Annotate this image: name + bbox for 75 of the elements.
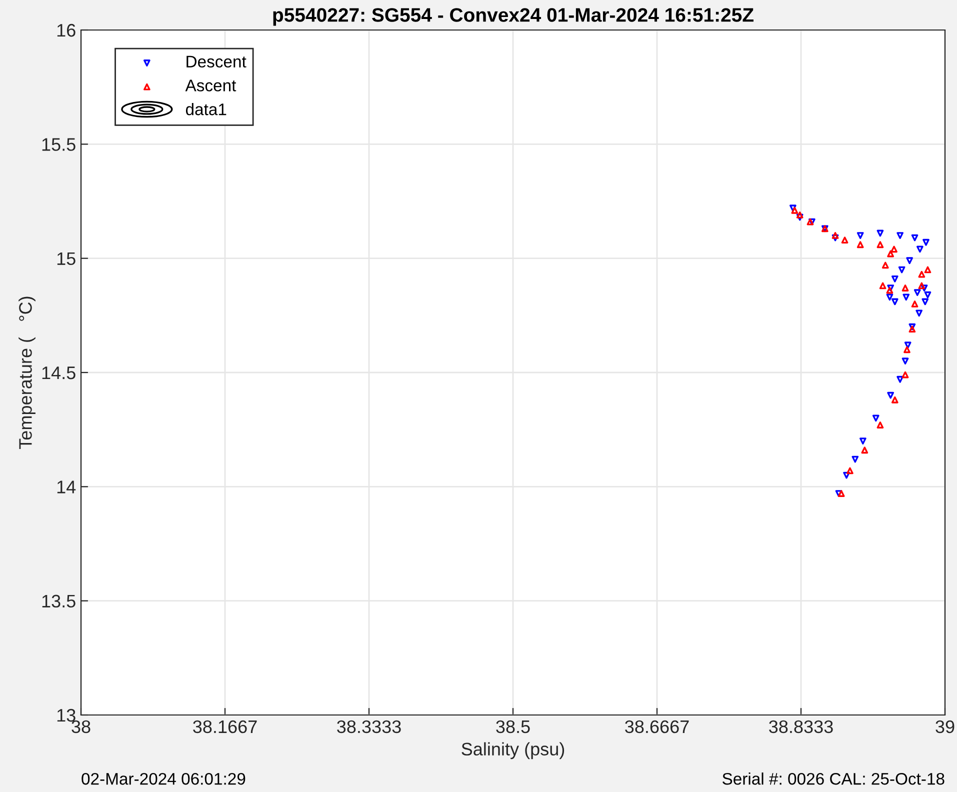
point bbox=[856, 241, 864, 248]
chart-title: p5540227: SG554 - Convex24 01-Mar-2024 16:51:25Z bbox=[273, 8, 754, 26]
point bbox=[859, 438, 866, 444]
point bbox=[887, 284, 894, 292]
x-tick-label: 38.6667 bbox=[625, 720, 689, 734]
point bbox=[796, 214, 804, 221]
point bbox=[843, 472, 850, 479]
point bbox=[846, 467, 854, 474]
point bbox=[876, 241, 884, 248]
point bbox=[906, 257, 914, 264]
point bbox=[832, 232, 839, 239]
point bbox=[796, 212, 804, 218]
point bbox=[886, 294, 894, 301]
y-tick-label: 16 bbox=[57, 24, 76, 37]
legend-label: data1 bbox=[186, 103, 226, 116]
y-tick-label: 15.5 bbox=[42, 138, 76, 151]
y-axis-title: Temperature ( °C) bbox=[18, 296, 36, 449]
point bbox=[902, 284, 909, 292]
y-tick-label: 13.5 bbox=[42, 594, 76, 608]
x-tick-label: 38 bbox=[72, 720, 90, 734]
legend-label: Ascent bbox=[185, 80, 236, 92]
point bbox=[896, 232, 904, 239]
point bbox=[918, 282, 926, 290]
y-tick-label: 13 bbox=[57, 708, 76, 722]
point bbox=[891, 396, 898, 404]
legend-label: Descent bbox=[186, 56, 246, 68]
point bbox=[898, 266, 906, 274]
point bbox=[918, 270, 926, 278]
point bbox=[835, 490, 842, 497]
point bbox=[841, 236, 848, 244]
point bbox=[916, 310, 923, 317]
x-tick-label: 38.1667 bbox=[193, 720, 257, 734]
point bbox=[911, 234, 918, 242]
y-tick-label: 14 bbox=[57, 480, 76, 494]
point bbox=[916, 246, 924, 253]
y-tick-label: 14.5 bbox=[42, 366, 76, 380]
point bbox=[908, 326, 916, 333]
point bbox=[882, 262, 889, 269]
point bbox=[887, 250, 894, 258]
point bbox=[924, 291, 932, 298]
x-tick-label: 38.5 bbox=[496, 720, 530, 734]
point bbox=[908, 323, 916, 330]
y-tick-label: 15 bbox=[57, 252, 76, 266]
point bbox=[924, 266, 932, 274]
point bbox=[876, 422, 884, 428]
point bbox=[902, 294, 910, 301]
point bbox=[832, 234, 839, 242]
x-tick-label: 39 bbox=[936, 720, 954, 734]
point bbox=[886, 286, 894, 294]
point bbox=[876, 230, 884, 237]
point bbox=[902, 358, 909, 365]
point bbox=[838, 490, 845, 497]
point bbox=[911, 300, 918, 308]
point bbox=[856, 232, 864, 239]
point bbox=[904, 342, 912, 349]
point bbox=[891, 298, 898, 306]
point bbox=[920, 284, 928, 292]
x-axis-title: Salinity (psu) bbox=[462, 742, 564, 760]
point bbox=[922, 238, 930, 246]
x-tick-label: 38.8333 bbox=[769, 720, 833, 734]
point bbox=[879, 282, 886, 290]
text: Serial #: 0026 CAL: 25-Oct-18 bbox=[722, 772, 944, 785]
x-tick-label: 38.3333 bbox=[337, 720, 401, 734]
point bbox=[891, 275, 898, 282]
point bbox=[861, 446, 868, 454]
point bbox=[852, 456, 859, 463]
text: 02-Mar-2024 06:01:29 bbox=[82, 772, 246, 785]
point bbox=[922, 298, 929, 306]
point bbox=[872, 414, 880, 422]
point bbox=[890, 246, 898, 253]
point bbox=[914, 289, 921, 296]
point bbox=[902, 371, 909, 378]
point bbox=[896, 376, 904, 383]
point bbox=[887, 392, 894, 399]
point bbox=[904, 346, 910, 354]
